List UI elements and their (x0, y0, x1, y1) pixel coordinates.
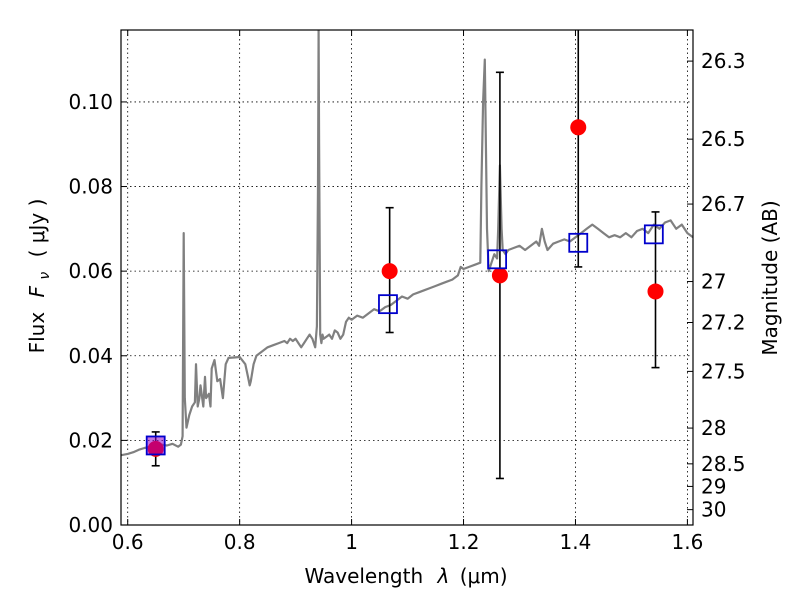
y-tick-label: 0.02 (68, 428, 113, 452)
y-tick-label: 0.04 (68, 344, 113, 368)
y-axis-title-symbol: F (25, 285, 49, 297)
y2-tick-label: 26.5 (701, 127, 746, 151)
y-axis-title: Flux F ν ( μJy ) (25, 199, 54, 354)
y2-tick-label: 29 (701, 474, 726, 498)
y2-tick-label: 28.5 (701, 452, 746, 476)
error-bars (151, 30, 660, 480)
model-band-squares (145, 224, 664, 456)
y2-tick-label: 30 (701, 498, 726, 522)
axis-ticks: 0.6 0.8 1 1.2 1.4 1.6 0.00 0.02 0.04 0.06 0.08 0.10… (68, 30, 746, 554)
y-axis-title-unit: ( μJy ) (25, 199, 49, 258)
model-band-square (145, 435, 166, 456)
y2-tick-label: 26.7 (701, 192, 746, 216)
x-tick-label: 1.2 (448, 530, 480, 554)
observed-point (381, 263, 398, 280)
x-axis-title-symbol: λ (437, 564, 450, 588)
grid-lines (121, 30, 693, 525)
x-axis-title: Wavelength λ (μm) (304, 564, 507, 588)
y2-tick-label: 27.2 (701, 311, 746, 335)
observed-point (647, 283, 664, 300)
y2-axis-title: Magnitude (AB) (758, 200, 782, 355)
x-tick-label: 1.4 (560, 530, 592, 554)
x-tick-label: 0.8 (224, 530, 256, 554)
observed-point (491, 267, 508, 284)
x-tick-label: 1 (345, 530, 358, 554)
x-axis-title-prefix: Wavelength (304, 564, 423, 588)
y-tick-label: 0.06 (68, 259, 113, 283)
model-spectrum-line (121, 30, 693, 457)
model-band-square (568, 232, 589, 253)
y-tick-label: 0.00 (68, 513, 113, 537)
plot-frame (120, 29, 694, 526)
model-spectrum (121, 30, 693, 457)
model-band-square (643, 224, 664, 245)
observed-points (147, 119, 664, 457)
y2-tick-label: 27.5 (701, 359, 746, 383)
y-tick-label: 0.10 (68, 90, 113, 114)
model-band-square (378, 294, 398, 315)
y2-tick-label: 28 (701, 416, 726, 440)
y2-tick-label: 27 (701, 270, 726, 294)
y2-tick-label: 26.3 (701, 49, 746, 73)
x-tick-label: 0.6 (112, 530, 144, 554)
x-axis-title-unit: (μm) (460, 564, 508, 588)
y-tick-label: 0.08 (68, 175, 113, 199)
model-band-square (487, 249, 508, 270)
observed-point (570, 119, 587, 136)
y-axis-title-subscript: ν (37, 272, 53, 280)
x-tick-label: 1.6 (671, 530, 703, 554)
y-axis-title-prefix: Flux (25, 312, 49, 354)
